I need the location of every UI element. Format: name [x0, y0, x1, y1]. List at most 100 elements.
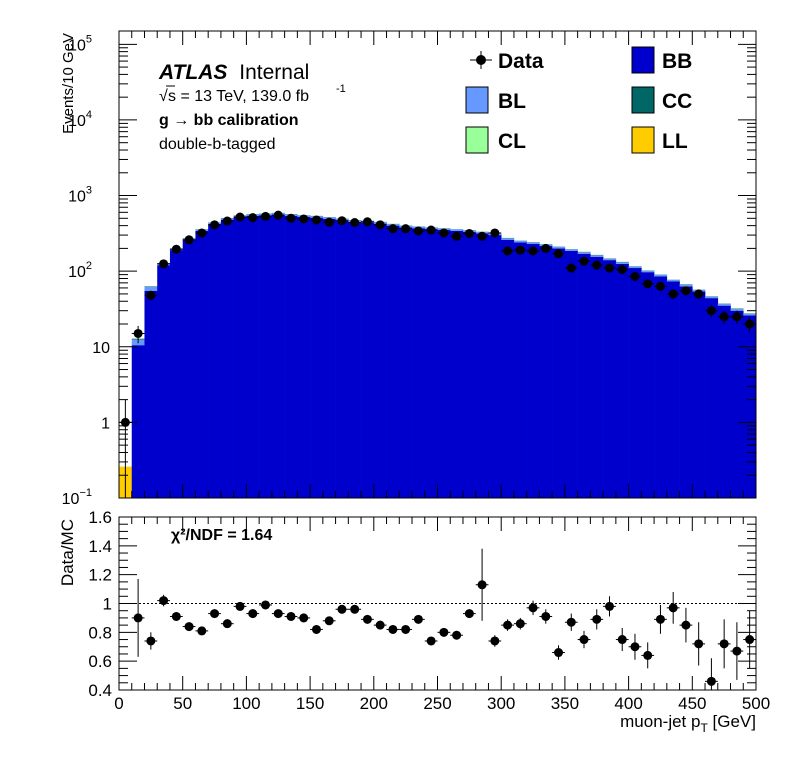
x-axis-label-sub: T — [700, 721, 708, 735]
bar-cc-2 — [144, 286, 158, 287]
bar-bb-29 — [488, 235, 502, 498]
ratio-point-13 — [299, 613, 309, 623]
bar-bl-39 — [615, 262, 629, 264]
ratio-point-11 — [273, 609, 283, 619]
ratio-point-43 — [681, 620, 691, 630]
data-point-9 — [235, 212, 245, 222]
data-point-30 — [503, 246, 513, 256]
bar-bb-16 — [322, 218, 336, 499]
data-point-21 — [388, 224, 398, 234]
data-point-31 — [515, 245, 525, 255]
y-tick-exponent-3: 2 — [86, 260, 92, 272]
legend-label-cl: CL — [498, 130, 526, 153]
x-axis-label-main: muon-jet p — [620, 712, 700, 731]
bar-bb-39 — [615, 263, 629, 498]
ratio-point-6 — [210, 609, 220, 619]
ratio-point-30 — [515, 619, 525, 629]
x-tick-label-9: 450 — [678, 694, 706, 713]
bar-bb-30 — [501, 239, 515, 498]
x-tick-label-10: 500 — [742, 694, 770, 713]
bar-bb-22 — [399, 227, 413, 499]
ratio-point-15 — [324, 616, 334, 626]
data-point-26 — [452, 231, 462, 241]
ratio-point-28 — [490, 636, 500, 646]
main-frame — [118, 30, 757, 499]
x-axis-label-unit: [GeV] — [708, 712, 756, 731]
bar-bb-23 — [412, 228, 426, 498]
bar-bb-18 — [348, 221, 362, 498]
y-tick-label-6: 10−1 — [62, 487, 92, 508]
data-point-44 — [681, 286, 691, 296]
ratio-point-22 — [413, 614, 423, 624]
bar-bb-7 — [208, 224, 222, 499]
ratio-point-9 — [248, 609, 258, 619]
y-tick-label-4: 10 — [92, 340, 110, 357]
bar-bb-1 — [131, 345, 145, 498]
y-axis-label-main: Events/10 GeV — [60, 33, 77, 134]
data-point-22 — [401, 224, 411, 234]
sqrt-symbol: √ — [159, 88, 168, 105]
x-tick-label-4: 200 — [360, 694, 388, 713]
ratio-point-1 — [146, 636, 156, 646]
bar-bb-9 — [233, 217, 247, 498]
ratio-points — [131, 548, 756, 690]
bar-bb-2 — [144, 290, 158, 498]
data-point-46 — [706, 306, 716, 316]
bar-bb-46 — [705, 298, 719, 498]
bar-bl-43 — [666, 280, 680, 282]
ratio-point-25 — [452, 630, 462, 640]
legend-item-bl: BL — [465, 86, 526, 114]
y-tick-exponent-0: 5 — [86, 33, 92, 45]
legend-item-cc: CC — [631, 86, 692, 114]
data-point-10 — [248, 213, 258, 223]
ratio-point-3 — [171, 611, 181, 621]
data-point-36 — [579, 256, 589, 266]
data-points — [119, 210, 756, 498]
x-tick-label-3: 150 — [296, 694, 324, 713]
bar-bl-37 — [590, 255, 604, 257]
ratio-point-31 — [528, 603, 538, 613]
bar-bl-32 — [526, 242, 540, 244]
bar-bb-47 — [717, 305, 731, 498]
bar-bb-24 — [424, 229, 438, 498]
y-tick-label-2: 103 — [68, 185, 92, 206]
legend-item-bb: BB — [631, 46, 692, 74]
legend-swatch-cc — [631, 86, 655, 114]
x-tick-label-0: 0 — [114, 694, 123, 713]
ratio-point-2 — [159, 596, 169, 606]
bar-bb-32 — [526, 243, 540, 498]
y-tick-exponent-1: 4 — [86, 109, 92, 121]
ratio-point-26 — [464, 609, 474, 619]
ratio-point-39 — [630, 642, 640, 652]
legend-label-cc: CC — [662, 90, 692, 113]
data-point-39 — [617, 265, 627, 275]
data-point-6 — [197, 228, 207, 238]
atlas-brand: ATLAS — [158, 61, 227, 84]
bar-bl-26 — [450, 229, 464, 231]
bar-bb-38 — [603, 260, 617, 498]
ratio-point-42 — [668, 603, 678, 613]
legend-swatch-ll — [631, 126, 655, 154]
data-point-25 — [439, 228, 449, 238]
ratio-point-44 — [694, 639, 704, 649]
data-point-35 — [566, 263, 576, 273]
ratio-point-32 — [541, 611, 551, 621]
x-tick-label-5: 250 — [423, 694, 451, 713]
ratio-point-29 — [503, 620, 513, 630]
ratio-point-36 — [592, 614, 602, 624]
data-point-33 — [541, 243, 551, 253]
data-point-34 — [554, 249, 564, 259]
ratio-point-24 — [439, 627, 449, 637]
ratio-point-16 — [337, 604, 347, 614]
ratio-point-40 — [643, 650, 653, 660]
data-point-41 — [643, 279, 653, 289]
x-tick-label-2: 100 — [232, 694, 260, 713]
bar-bl-41 — [641, 270, 655, 273]
data-point-2 — [146, 290, 156, 300]
bar-bb-49 — [743, 315, 757, 498]
ratio-frame — [118, 516, 757, 691]
data-point-18 — [350, 218, 360, 228]
bar-bb-37 — [590, 256, 604, 498]
